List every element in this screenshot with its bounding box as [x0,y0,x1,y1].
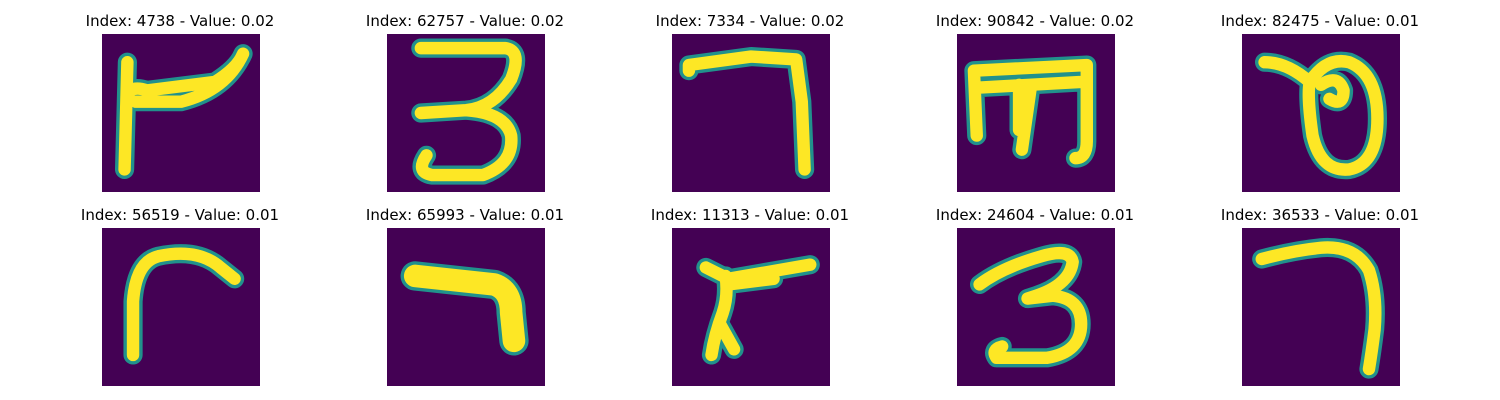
panel-1: Index: 4738 - Value: 0.02 [70,12,290,202]
panel-3: Index: 7334 - Value: 0.02 [640,12,860,202]
panel-title: Index: 4738 - Value: 0.02 [85,12,275,30]
panel-6: Index: 56519 - Value: 0.01 [70,206,290,396]
digit-image-boomerang [387,228,545,386]
panel-title: Index: 24604 - Value: 0.01 [935,206,1135,224]
stroke-core [403,264,526,353]
stroke-core [967,58,1093,165]
stroke-core [699,258,817,362]
panel-title: Index: 65993 - Value: 0.01 [365,206,565,224]
panel-10: Index: 36533 - Value: 0.01 [1210,206,1430,396]
panel-title: Index: 62757 - Value: 0.02 [365,12,565,30]
digit-image-m [957,34,1115,192]
panel-title: Index: 82475 - Value: 0.01 [1220,12,1420,30]
digit-image-seven [672,34,830,192]
image-background [672,228,830,386]
stroke-core [1255,241,1382,376]
stroke-core [126,247,241,362]
panel-9: Index: 24604 - Value: 0.01 [925,206,1145,396]
stroke-core [118,47,250,176]
panel-title: Index: 90842 - Value: 0.02 [935,12,1135,30]
stroke-core [682,50,811,176]
panel-title: Index: 56519 - Value: 0.01 [80,206,280,224]
panel-5: Index: 82475 - Value: 0.01 [1210,12,1430,202]
digit-image-hook [1242,228,1400,386]
panel-title: Index: 7334 - Value: 0.02 [655,12,845,30]
stroke-core [414,41,522,182]
digit-image-flag [102,34,260,192]
digit-image-slanted-r [672,228,830,386]
digit-image-three-alt [957,228,1115,386]
stroke-core [973,246,1088,364]
panel-8: Index: 11313 - Value: 0.01 [640,206,860,396]
panel-2: Index: 62757 - Value: 0.02 [355,12,575,202]
panel-7: Index: 65993 - Value: 0.01 [355,206,575,396]
panel-4: Index: 90842 - Value: 0.02 [925,12,1145,202]
panel-title: Index: 36533 - Value: 0.01 [1220,206,1420,224]
stroke-core [1258,55,1384,176]
digit-image-loop [1242,34,1400,192]
panel-title: Index: 11313 - Value: 0.01 [650,206,850,224]
digit-image-r [102,228,260,386]
digit-image-three [387,34,545,192]
